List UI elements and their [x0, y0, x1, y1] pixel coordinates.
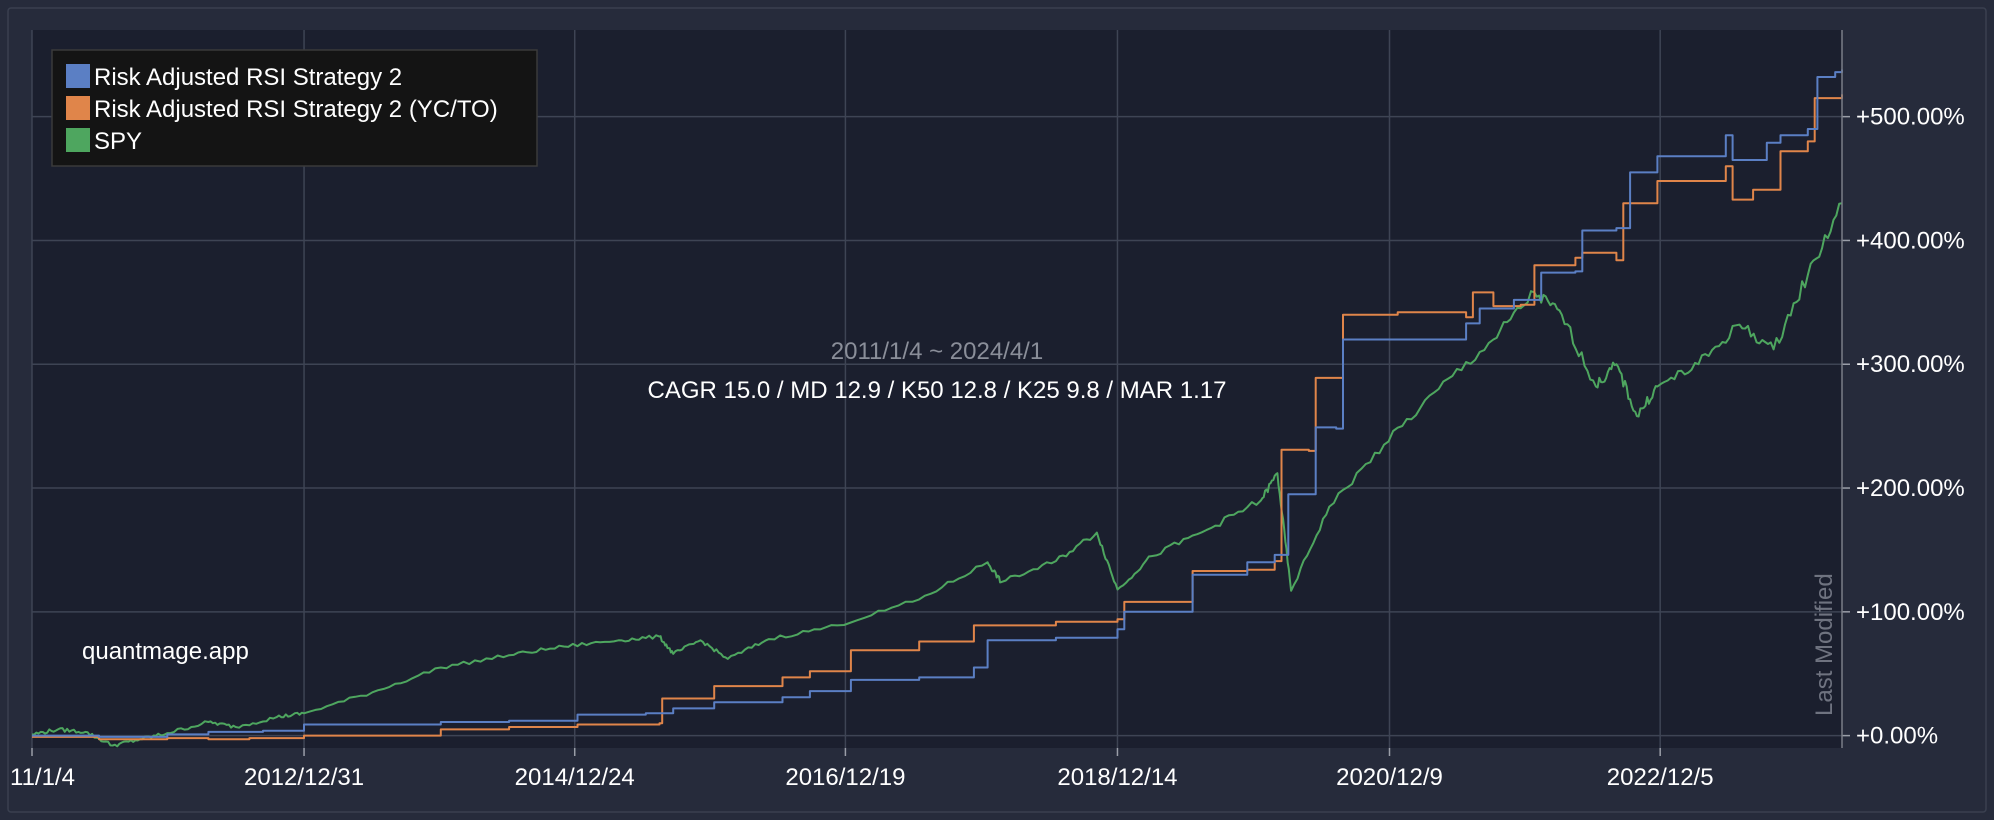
chart-subtitle: 2011/1/4 ~ 2024/4/1: [831, 338, 1043, 365]
y-tick-label: +400.00%: [1856, 227, 1965, 254]
legend-label-strategy-yc-to: Risk Adjusted RSI Strategy 2 (YC/TO): [94, 96, 498, 123]
legend-box: [51, 49, 538, 167]
legend-swatch-strategy-yc-to: [66, 96, 90, 120]
last-modified-label: Last Modified: [1811, 573, 1838, 716]
watermark-text: quantmage.app: [82, 638, 249, 665]
y-tick-label: +500.00%: [1856, 104, 1965, 131]
legend-label-strategy: Risk Adjusted RSI Strategy 2: [94, 64, 402, 91]
series-line-strategy: [32, 69, 1843, 738]
y-tick-label: +200.00%: [1856, 475, 1965, 502]
x-tick-label: 2014/12/24: [515, 764, 635, 791]
x-tick-label: 11/1/4: [10, 764, 75, 791]
x-axis-tick-labels: 11/1/4 2012/12/31 2014/12/24 2016/12/19 2018…: [10, 764, 1714, 791]
legend-swatch-spy: [66, 128, 90, 152]
x-tick-label: 2020/12/9: [1336, 764, 1443, 791]
y-tick-label: +0.00%: [1856, 723, 1938, 750]
y-tick-label: +300.00%: [1856, 351, 1965, 378]
stats-annotation: CAGR 15.0 / MD 12.9 / K50 12.8 / K25 9.8…: [648, 377, 1227, 404]
x-tick-label: 2016/12/19: [785, 764, 905, 791]
legend-label-spy: SPY: [94, 128, 142, 155]
series-line-spy: [31, 202, 1843, 748]
y-axis-tick-labels: +0.00% +100.00% +200.00% +300.00% +400.00% +5…: [1856, 104, 1965, 750]
legend-swatch-strategy: [66, 64, 90, 88]
series-line-strategy-yc-to: [32, 94, 1843, 741]
x-tick-label: 2012/12/31: [244, 764, 364, 791]
x-tick-label: 2022/12/5: [1607, 764, 1714, 791]
chart-border: [7, 7, 1987, 813]
legend: Risk Adjusted RSI Strategy 2 Risk Adjust…: [51, 49, 538, 167]
y-tick-label: +100.00%: [1856, 599, 1965, 626]
x-tick-label: 2018/12/14: [1057, 764, 1177, 791]
series-lines: [31, 69, 1843, 748]
